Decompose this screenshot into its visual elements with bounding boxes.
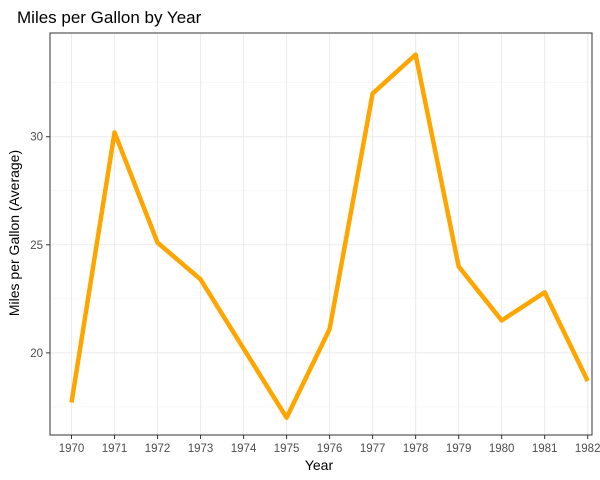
x-axis-label: Year [305,457,334,473]
x-axis: 1970 1971 1972 1973 1974 1975 1976 1977 1978 1979… [59,435,600,455]
x-tick-label: 1971 [102,443,128,455]
x-tick-label: 1977 [360,443,386,455]
x-tick-label: 1982 [575,443,600,455]
x-tick-label: 1981 [532,443,558,455]
y-tick-label: 20 [30,348,43,360]
x-tick-label: 1975 [274,443,300,455]
x-tick-label: 1976 [317,443,343,455]
plot-panel-border [49,32,593,436]
x-tick-label: 1978 [403,443,429,455]
y-axis: 20 25 30 [30,132,50,360]
y-axis-label: Miles per Gallon (Average) [6,150,22,316]
x-tick-label: 1972 [145,443,171,455]
series-layer [69,52,590,420]
y-tick-label: 25 [30,240,43,252]
x-tick-label: 1974 [231,443,257,455]
x-tick-label: 1973 [188,443,214,455]
major-gridlines [50,33,592,435]
x-tick-label: 1980 [489,443,515,455]
x-tick-label: 1979 [446,443,472,455]
chart-title: Miles per Gallon by Year [17,8,202,27]
x-tick-label: 1970 [59,443,85,455]
y-tick-label: 30 [30,132,43,144]
